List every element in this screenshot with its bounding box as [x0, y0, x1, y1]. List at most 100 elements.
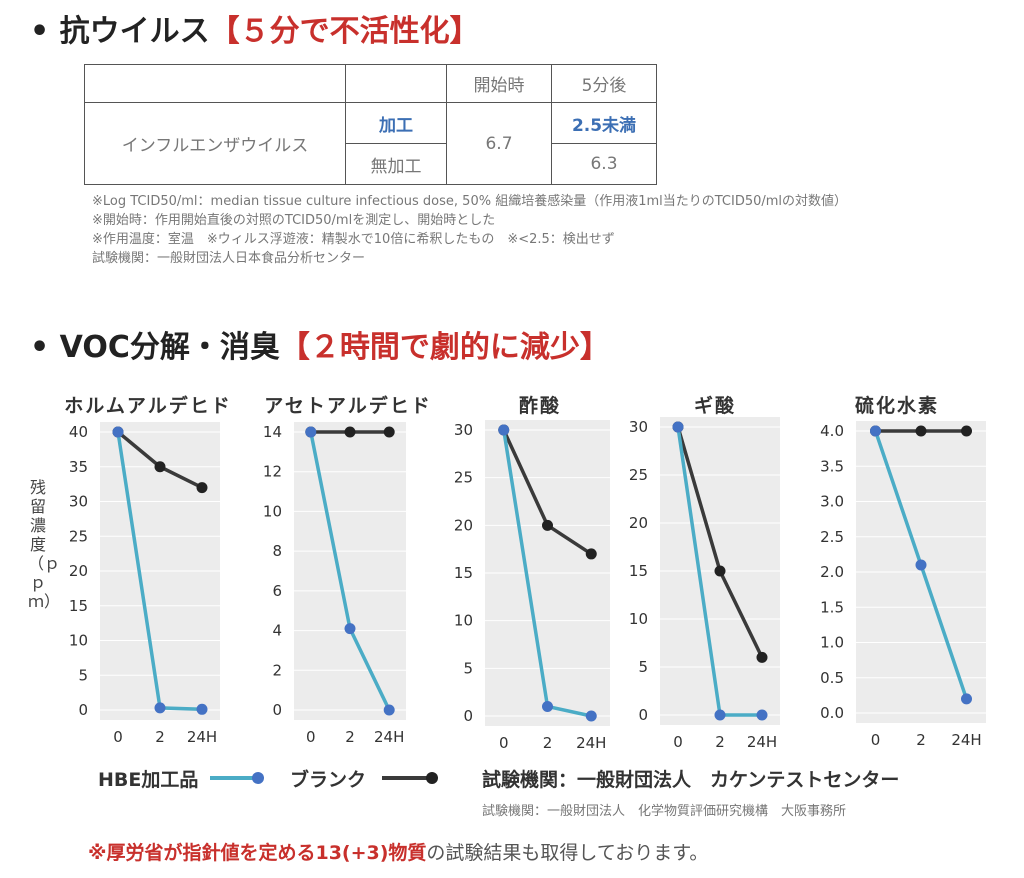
y-tick-label: 25: [454, 469, 473, 487]
y-tick-label: 2.0: [820, 563, 844, 581]
note-line: ※Log TCID50/ml：median tissue culture inf…: [92, 194, 848, 209]
note-line: 試験機関：一般財団法人日本食品分析センター: [92, 251, 366, 266]
y-tick-label: 5: [78, 666, 88, 684]
data-point-hbe: [305, 426, 317, 438]
y-tick-label: 14: [263, 423, 282, 441]
data-point-blank: [344, 426, 356, 438]
y-tick-label: 20: [69, 562, 88, 580]
legend-credit: 試験機関：一般財団法人 カケンテストセンター: [482, 769, 900, 791]
y-tick-label: 40: [69, 423, 88, 441]
x-tick-label: 0: [499, 734, 509, 752]
y-tick-label: 10: [454, 612, 473, 630]
y-tick-label: 1.0: [820, 634, 844, 652]
y-tick-label: 2: [272, 661, 282, 679]
table-notes: ※Log TCID50/ml：median tissue culture inf…: [92, 192, 847, 268]
data-point-hbe: [870, 425, 881, 437]
chart-title: ホルムアルデヒド: [64, 394, 231, 417]
x-tick-label: 0: [673, 733, 683, 751]
data-point-blank: [961, 425, 972, 437]
y-tick-label: 35: [69, 458, 88, 476]
start-value-cell: 6.7: [446, 102, 552, 185]
data-point-blank: [196, 482, 208, 494]
legend-hbe-marker: [252, 772, 264, 784]
data-point-hbe: [344, 623, 356, 635]
x-tick-label: 24H: [576, 734, 606, 752]
y-tick-label: 0.5: [820, 669, 844, 687]
data-point-blank: [585, 548, 597, 560]
chart-title: アセトアルデヒド: [264, 394, 431, 417]
x-tick-label: 0: [113, 728, 123, 746]
y-tick-label: 5: [463, 659, 473, 677]
y-tick-label: 15: [454, 564, 473, 582]
sub-credit: 試験機関：一般財団法人 化学物質評価研究機構 大阪事務所: [482, 804, 847, 819]
table-header-start: 開始時: [446, 64, 552, 103]
virus-name-cell: インフルエンザウイルス: [84, 102, 346, 185]
x-tick-label: 24H: [951, 731, 981, 749]
after-value-cell: 2.5未満: [551, 102, 657, 144]
legend-blank-marker: [426, 772, 438, 784]
plot-area: [294, 422, 406, 720]
y-tick-label: 3.5: [820, 457, 844, 475]
legend-hbe-swatch: [210, 772, 264, 784]
antivirus-table: 開始時 5分後 インフルエンザウイルス 加工 6.7 2.5未満 無加工 6.3: [84, 64, 657, 185]
y-tick-label: 10: [69, 632, 88, 650]
y-tick-label: 1.5: [820, 598, 844, 616]
note-line: ※作用温度：室温 ※ウィルス浮遊液：精製水で10倍に希釈したもの ※<2.5：検…: [92, 232, 615, 247]
x-tick-label: 0: [871, 731, 881, 749]
table-row: インフルエンザウイルス 加工 6.7 2.5未満: [84, 102, 657, 185]
bullet: •: [30, 14, 50, 49]
x-tick-label: 2: [345, 728, 355, 746]
x-tick-label: 24H: [374, 728, 404, 746]
treatment-cell: 加工: [345, 102, 447, 144]
section-title-voc: • VOC分解・消臭【２時間で劇的に減少】: [30, 322, 610, 366]
section-title-text: 抗ウイルス: [59, 14, 210, 49]
x-tick-label: 2: [155, 728, 165, 746]
data-point-hbe: [498, 424, 510, 436]
table-header-cell: [345, 64, 447, 103]
bottom-note: ※厚労省が指針値を定める13(+3)物質の試験結果も取得しております。: [88, 838, 708, 865]
table-row: 無加工 6.3: [85, 143, 657, 185]
y-tick-label: 20: [629, 514, 648, 532]
x-tick-label: 2: [715, 733, 725, 751]
table-header-cell: [84, 64, 346, 103]
x-tick-label: 24H: [747, 733, 777, 751]
section-title-text: VOC分解・消臭: [59, 330, 280, 365]
table-header-after: 5分後: [551, 64, 657, 103]
y-tick-label: 30: [629, 418, 648, 436]
data-point-hbe: [154, 702, 166, 714]
y-tick-label: 4: [272, 622, 282, 640]
chart-title: 硫化水素: [855, 394, 939, 417]
legend-blank-label: ブランク: [290, 769, 367, 791]
section-title-accent: 【２時間で劇的に減少】: [279, 330, 610, 365]
section-title-accent: 【５分で不活性化】: [209, 14, 480, 49]
y-tick-label: 20: [454, 516, 473, 534]
table-header-row: 開始時 5分後: [84, 64, 657, 103]
after-value-cell: 6.3: [551, 143, 657, 185]
y-tick-label: 0: [638, 706, 648, 724]
bottom-note-highlight: ※厚労省が指針値を定める13(+3)物質: [88, 842, 427, 864]
data-point-blank: [756, 651, 768, 663]
y-tick-label: 5: [638, 658, 648, 676]
chart-title: 酢酸: [519, 394, 561, 417]
note-line: ※開始時：作用開始直後の対照のTCID50/mlを測定し、開始時とした: [92, 213, 496, 228]
treatment-cell: 無加工: [345, 143, 447, 185]
data-point-hbe: [714, 709, 726, 721]
legend-hbe-label: HBE加工品: [98, 769, 199, 791]
data-point-blank: [383, 426, 395, 438]
y-tick-label: 25: [69, 527, 88, 545]
y-tick-label: 15: [629, 562, 648, 580]
data-point-hbe: [383, 704, 395, 716]
y-tick-label: 12: [263, 463, 282, 481]
y-tick-label: 30: [69, 493, 88, 511]
data-point-hbe: [585, 710, 597, 722]
y-tick-label: 2.5: [820, 528, 844, 546]
data-point-hbe: [915, 559, 927, 571]
data-point-blank: [714, 565, 726, 577]
data-point-hbe: [961, 693, 972, 705]
data-point-hbe: [756, 709, 768, 721]
y-tick-label: 8: [272, 542, 282, 560]
bottom-note-rest: の試験結果も取得しております。: [426, 842, 709, 864]
y-tick-label: 10: [629, 610, 648, 628]
section-title-antivirus: • 抗ウイルス【５分で不活性化】: [30, 6, 480, 50]
x-tick-label: 24H: [187, 728, 217, 746]
